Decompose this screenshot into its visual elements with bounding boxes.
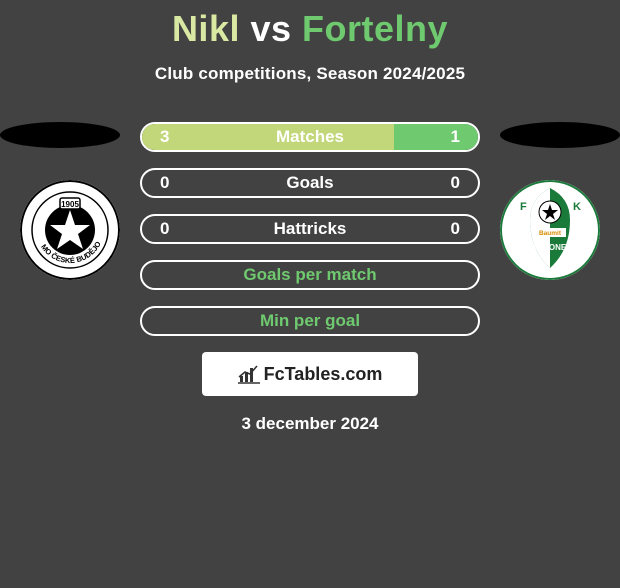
date-label: 3 december 2024: [0, 414, 620, 434]
dynamo-logo-icon: 1905 DYNAMO ČESKÉ BUDĚJOVICE: [20, 180, 120, 280]
stat-value-right: 0: [451, 173, 460, 193]
stat-label: Min per goal: [260, 311, 360, 331]
stat-label: Hattricks: [274, 219, 347, 239]
stat-value-left: 0: [160, 219, 169, 239]
player1-name: Nikl: [172, 8, 240, 49]
stat-row-min-per-goal: Min per goal: [140, 306, 480, 336]
stat-label: Matches: [276, 127, 344, 147]
stat-label: Goals: [286, 173, 333, 193]
svg-text:F: F: [520, 201, 527, 213]
vs-label: vs: [250, 8, 291, 49]
stat-row-goals: 0 Goals 0: [140, 168, 480, 198]
jablonec-logo-icon: Baumit JABLONEC F K: [500, 180, 600, 280]
stat-row-goals-per-match: Goals per match: [140, 260, 480, 290]
stat-value-right: 1: [451, 127, 460, 147]
svg-text:JABLONEC: JABLONEC: [528, 243, 572, 252]
stat-value-left: 0: [160, 173, 169, 193]
stat-label: Goals per match: [243, 265, 376, 285]
svg-text:Baumit: Baumit: [539, 230, 562, 237]
stat-value-right: 0: [451, 219, 460, 239]
subtitle: Club competitions, Season 2024/2025: [0, 64, 620, 84]
comparison-panel: 1905 DYNAMO ČESKÉ BUDĚJOVICE Baumit JABL…: [0, 122, 620, 434]
stat-value-left: 3: [160, 127, 169, 147]
brand-box[interactable]: FcTables.com: [202, 352, 418, 396]
stats-list: 3 Matches 1 0 Goals 0 0 Hattricks 0 Goals per mat…: [140, 122, 480, 336]
svg-text:1905: 1905: [61, 200, 79, 209]
avatar-shadow-right: [500, 122, 620, 148]
chart-icon: [238, 364, 260, 384]
svg-text:K: K: [573, 201, 581, 213]
stat-row-matches: 3 Matches 1: [140, 122, 480, 152]
brand-text: FcTables.com: [264, 364, 383, 385]
stat-row-hattricks: 0 Hattricks 0: [140, 214, 480, 244]
player2-name: Fortelny: [302, 8, 448, 49]
page-title: Nikl vs Fortelny: [0, 8, 620, 50]
avatar-shadow-left: [0, 122, 120, 148]
club-logo-left: 1905 DYNAMO ČESKÉ BUDĚJOVICE: [20, 180, 120, 280]
club-logo-right: Baumit JABLONEC F K: [500, 180, 600, 280]
